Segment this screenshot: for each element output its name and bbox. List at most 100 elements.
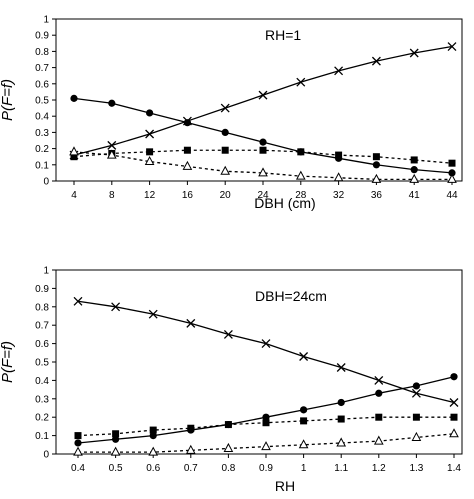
y-tick-label: 0.4 bbox=[35, 376, 49, 387]
x-tick-label: 1 bbox=[301, 463, 307, 474]
data-point-triangle bbox=[148, 446, 159, 456]
data-point-triangle bbox=[409, 173, 420, 183]
data-point-triangle bbox=[144, 155, 155, 166]
data-point-circle bbox=[337, 398, 345, 407]
x-tick-label: 1.1 bbox=[334, 463, 348, 474]
data-point-circle bbox=[146, 109, 154, 117]
data-point-triangle bbox=[411, 431, 422, 441]
data-point-square bbox=[337, 415, 345, 423]
data-point-cross bbox=[186, 318, 196, 328]
data-point-triangle bbox=[182, 160, 193, 170]
data-point-cross bbox=[374, 375, 384, 385]
series-square bbox=[70, 146, 456, 167]
x-tick-label: 16 bbox=[182, 190, 194, 201]
data-point-circle bbox=[149, 432, 157, 440]
data-point-triangle bbox=[373, 435, 384, 445]
y-tick-label: 0 bbox=[43, 177, 49, 188]
data-point-square bbox=[448, 159, 456, 167]
y-tick-label: 0.4 bbox=[35, 112, 49, 123]
data-point-square bbox=[412, 413, 420, 421]
data-point-square bbox=[112, 430, 120, 438]
y-tick-label: 0.7 bbox=[35, 321, 49, 332]
x-tick-label: 28 bbox=[295, 190, 307, 201]
x-tick-label: 36 bbox=[371, 190, 383, 201]
x-tick-label: 0.7 bbox=[184, 463, 198, 474]
x-tick-label: 1.3 bbox=[409, 463, 423, 474]
data-point-cross bbox=[145, 129, 155, 139]
data-point-cross bbox=[73, 296, 83, 306]
data-point-circle bbox=[262, 413, 270, 421]
y-tick-label: 0.9 bbox=[35, 31, 49, 42]
chart-annotation: DBH=24cm bbox=[255, 288, 327, 304]
data-point-triangle bbox=[73, 446, 83, 456]
data-point-square bbox=[297, 148, 305, 156]
data-point-circle bbox=[410, 166, 418, 174]
chart-panel-2: 0 0.1 0.2 0.3 0.4 0.5 0.6 0.7 0.8 0.9 1 0.4 0.5 0.6 0.… bbox=[0, 266, 463, 494]
data-point-triangle bbox=[449, 428, 459, 438]
x-tick-label: 0.4 bbox=[71, 463, 85, 474]
data-point-square bbox=[70, 153, 78, 161]
data-point-triangle bbox=[69, 146, 79, 156]
y-tick-label: 0.6 bbox=[35, 339, 49, 350]
data-point-square bbox=[221, 146, 229, 154]
data-point-triangle bbox=[298, 439, 309, 449]
series-triangle bbox=[73, 428, 459, 456]
data-point-square bbox=[146, 148, 154, 156]
data-point-circle bbox=[448, 169, 456, 177]
data-point-cross bbox=[296, 77, 306, 87]
data-point-triangle bbox=[333, 172, 344, 182]
data-point-circle bbox=[300, 406, 308, 414]
data-point-cross bbox=[223, 329, 233, 339]
data-point-circle bbox=[70, 94, 78, 102]
data-point-circle bbox=[221, 128, 229, 136]
y-tick-label: 0.8 bbox=[35, 47, 49, 58]
data-point-circle bbox=[372, 161, 380, 169]
data-point-triangle bbox=[258, 167, 268, 177]
data-point-square bbox=[224, 421, 232, 429]
y-tick-label: 0.5 bbox=[35, 96, 49, 107]
y-axis-label: P(F=f) bbox=[0, 79, 16, 121]
data-point-triangle bbox=[371, 173, 382, 183]
data-point-triangle bbox=[110, 446, 121, 456]
data-point-triangle bbox=[447, 173, 457, 183]
data-point-square bbox=[149, 426, 157, 434]
x-tick-label: 0.9 bbox=[259, 463, 273, 474]
y-tick-label: 1 bbox=[43, 266, 49, 277]
data-point-cross bbox=[411, 388, 421, 398]
series-square bbox=[74, 413, 458, 440]
data-point-square bbox=[183, 146, 191, 154]
x-tick-label: 0.5 bbox=[109, 463, 123, 474]
data-point-triangle bbox=[295, 170, 306, 180]
data-point-square bbox=[335, 151, 343, 159]
x-axis-label: RH bbox=[275, 478, 295, 494]
x-tick-label: 0.6 bbox=[146, 463, 160, 474]
x-tick-label: 12 bbox=[144, 190, 156, 201]
data-point-cross bbox=[449, 398, 459, 407]
y-tick-label: 0.1 bbox=[35, 431, 49, 442]
data-point-cross bbox=[371, 56, 381, 66]
x-tick-label: 8 bbox=[109, 190, 115, 201]
data-point-circle bbox=[183, 119, 191, 127]
data-point-square bbox=[187, 424, 195, 432]
data-point-square bbox=[375, 413, 383, 421]
data-point-cross bbox=[111, 302, 121, 312]
data-point-circle bbox=[450, 373, 458, 381]
data-point-circle bbox=[259, 138, 267, 146]
y-tick-label: 0.1 bbox=[35, 160, 49, 171]
x-tick-label: 32 bbox=[333, 190, 345, 201]
chart-panel-1: 0 0.1 0.2 0.3 0.4 0.5 0.6 0.7 0.8 0.9 1 4 8 12 16 20 24 2… bbox=[0, 15, 463, 211]
x-tick-label: 41 bbox=[409, 190, 421, 201]
data-point-circle bbox=[74, 439, 82, 447]
data-point-square bbox=[262, 419, 270, 427]
y-tick-label: 0.8 bbox=[35, 302, 49, 313]
series-triangle bbox=[69, 146, 457, 183]
data-point-circle bbox=[412, 382, 420, 390]
y-tick-label: 0.9 bbox=[35, 284, 49, 295]
y-tick-label: 1 bbox=[43, 15, 49, 26]
x-tick-label: 20 bbox=[220, 190, 232, 201]
chart-annotation: RH=1 bbox=[265, 27, 301, 43]
data-point-cross bbox=[409, 48, 419, 58]
data-point-triangle bbox=[261, 441, 271, 451]
data-point-cross bbox=[261, 339, 271, 349]
